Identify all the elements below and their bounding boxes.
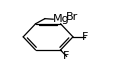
Text: F: F: [82, 32, 88, 42]
Text: Mg: Mg: [53, 14, 70, 24]
Text: F: F: [63, 51, 70, 61]
Text: Br: Br: [66, 12, 78, 22]
